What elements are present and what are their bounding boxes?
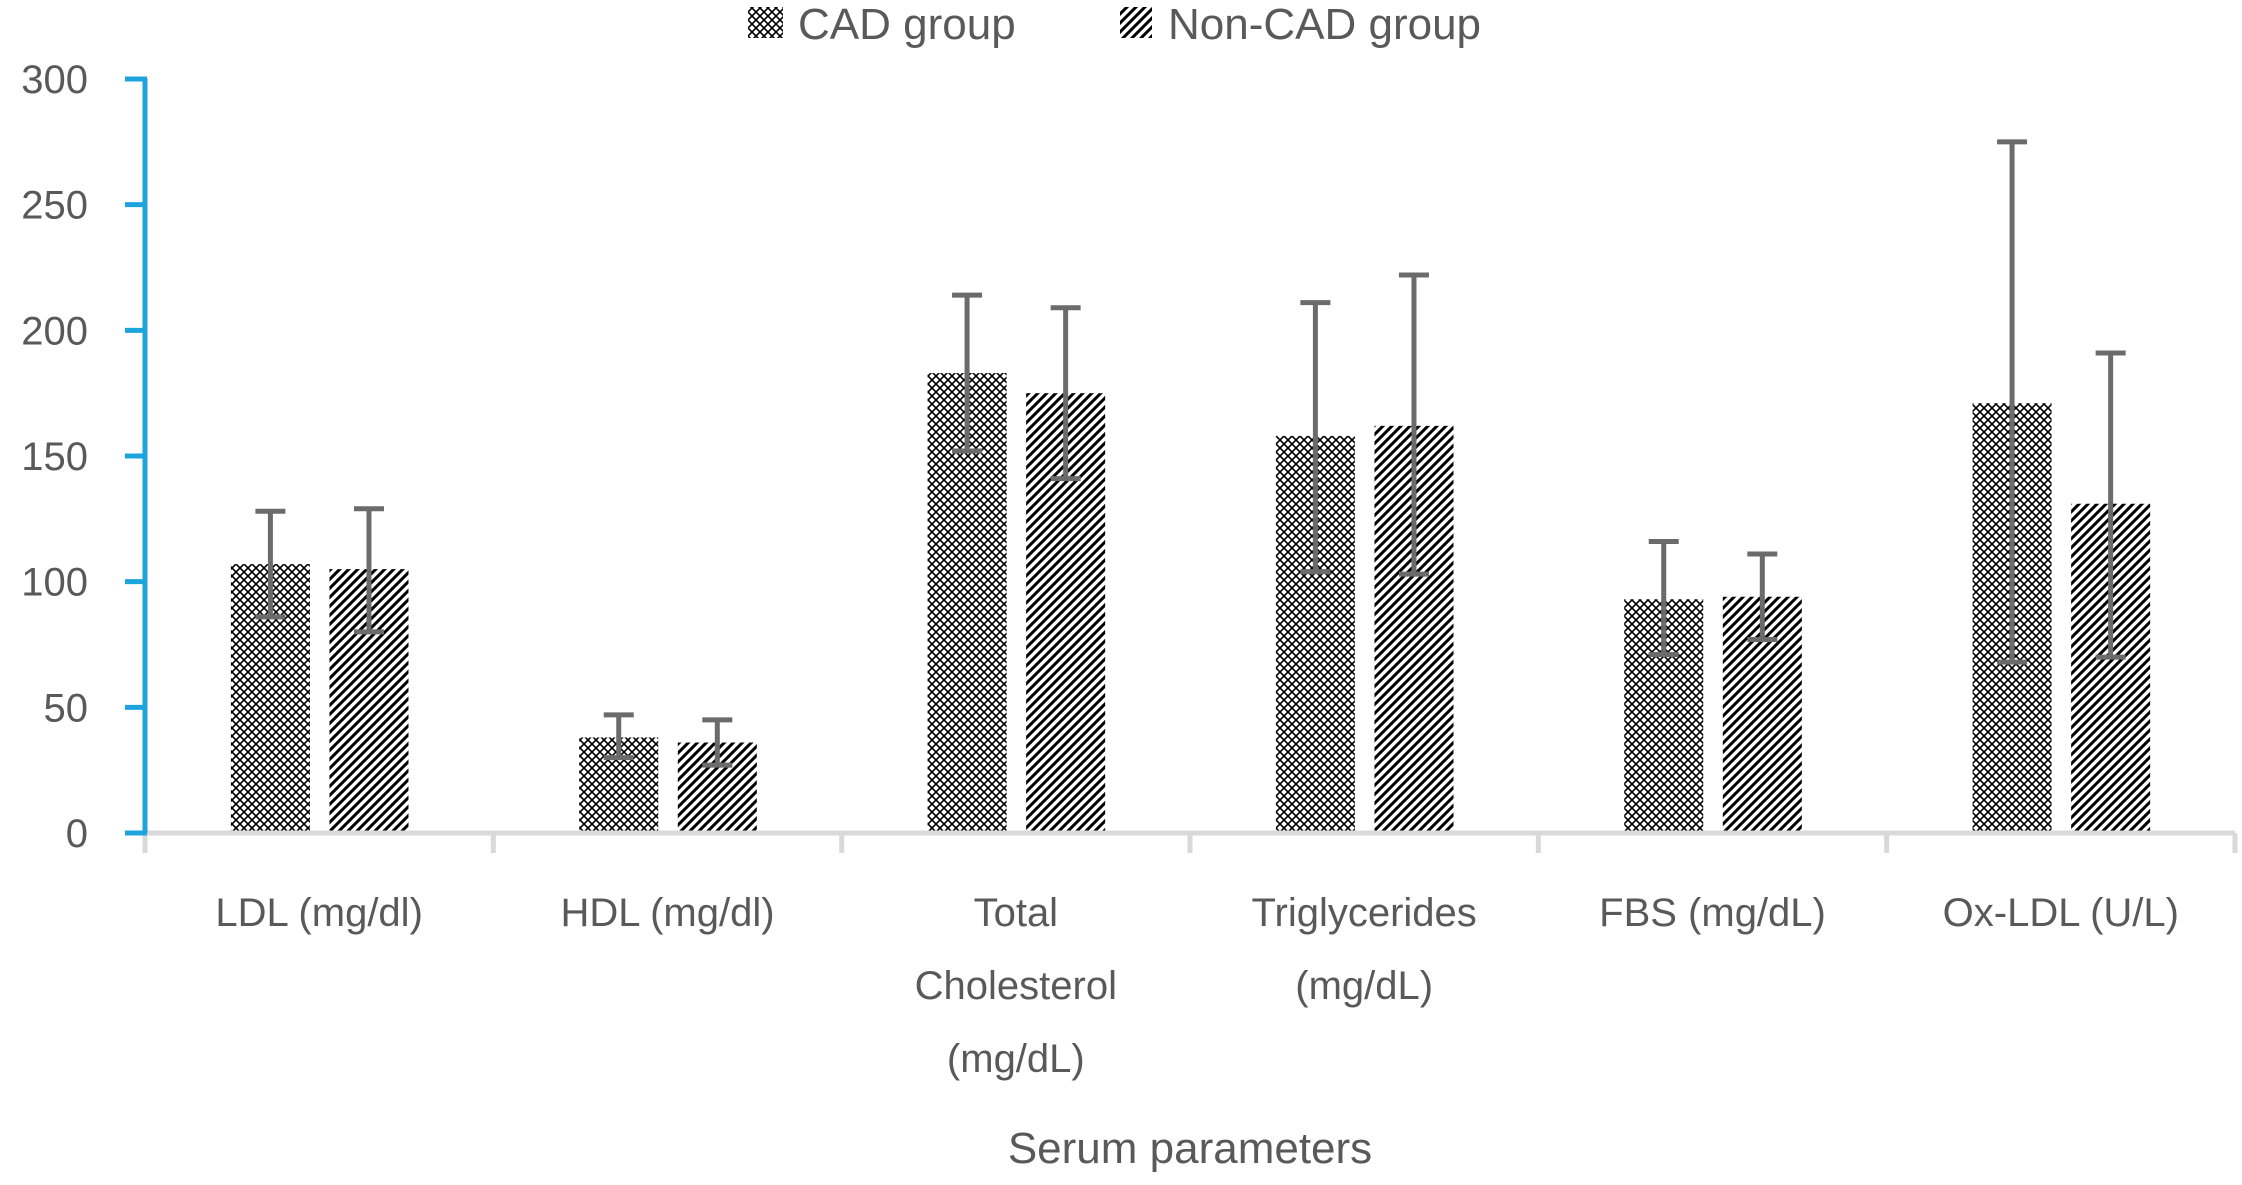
x-category-label: Ox-LDL (U/L) bbox=[1943, 891, 2179, 935]
x-category-label: (mg/dL) bbox=[947, 1037, 1085, 1081]
legend: CAD group Non-CAD group bbox=[748, 0, 1481, 49]
plot-area: 0 50 100 150 200 250 300 LDL (mg/dl) HDL (mg/dl)… bbox=[21, 58, 2238, 1081]
legend-swatch-cad bbox=[748, 7, 783, 38]
y-tick-label: 200 bbox=[21, 309, 88, 353]
x-category-label: HDL (mg/dl) bbox=[560, 891, 774, 935]
legend-label-non-cad: Non-CAD group bbox=[1168, 0, 1481, 49]
y-tick-label: 150 bbox=[21, 435, 88, 479]
x-category-label: Cholesterol bbox=[915, 964, 1117, 1008]
legend-swatch-non-cad bbox=[1120, 7, 1152, 38]
y-tick-label: 50 bbox=[44, 686, 89, 730]
x-category-label: (mg/dL) bbox=[1295, 964, 1433, 1008]
x-category-label: Total bbox=[974, 891, 1059, 935]
x-category-label: FBS (mg/dL) bbox=[1599, 891, 1826, 935]
x-category-label: Triglycerides bbox=[1252, 891, 1477, 935]
y-tick-label: 300 bbox=[21, 58, 88, 102]
y-tick-label: 250 bbox=[21, 184, 88, 228]
y-tick-label: 0 bbox=[66, 812, 88, 856]
x-category-label: LDL (mg/dl) bbox=[215, 891, 422, 935]
legend-label-cad: CAD group bbox=[798, 0, 1016, 49]
y-tick-label: 100 bbox=[21, 561, 88, 605]
x-axis-title: Serum parameters bbox=[1008, 1124, 1372, 1173]
